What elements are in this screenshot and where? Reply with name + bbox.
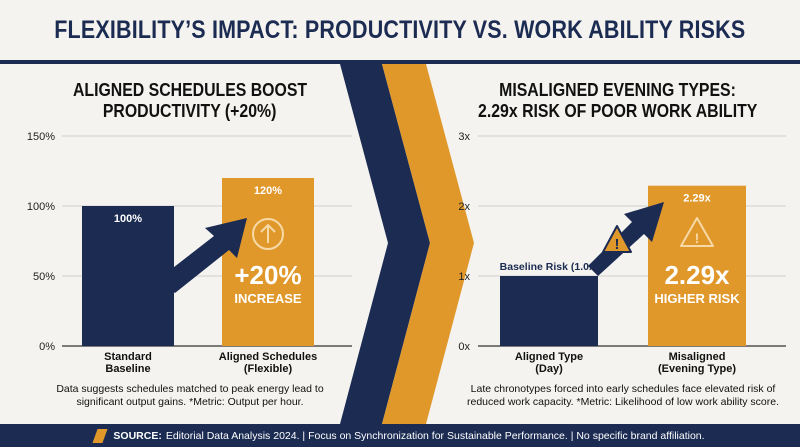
footer: SOURCE: Editorial Data Analysis 2024. | … [0,424,800,447]
work-ability-chart: 0x 1x 2x 3x Aligned Type(Day) 2.29x Misaligned… [458,131,786,375]
right-y-tick-label: 0x [458,341,470,353]
baseline-risk-label: Baseline Risk (1.0x) [500,261,599,273]
right-bar-value-label: 2.29x [683,193,711,205]
left-category-label: Standard [104,351,152,363]
footer-text: Editorial Data Analysis 2024. | Focus on… [165,429,705,442]
left-y-tick-label: 0% [39,341,55,353]
right-y-tick-label: 2x [458,201,470,213]
left-panel-title: ALIGNED SCHEDULES BOOST PRODUCTIVITY (+20… [72,80,308,121]
left-callout-value: +20% [234,260,301,290]
right-category-label: (Day) [535,363,563,375]
right-category-label: Misaligned [669,351,726,363]
arrow-up-circle-icon-glyph [260,223,276,243]
left-y-tick-label: 50% [33,271,55,283]
left-y-tick-label: 150% [27,131,55,143]
warning-small-icon [602,225,632,253]
right-panel-title: MISALIGNED EVENING TYPES: 2.29x RISK OF P… [478,80,758,121]
left-callout-label: INCREASE [234,291,302,306]
right-y-tick-label: 3x [458,131,470,143]
title-rule [0,60,800,64]
left-panel-note: Data suggests schedules matched to peak … [56,383,324,408]
right-callout-label: HIGHER RISK [654,291,740,306]
left-bar-value-label: 100% [114,213,142,225]
warning-small-icon-mark: ! [615,236,620,253]
right-y-tick-label: 1x [458,271,470,283]
divider-orange-chevron [382,64,474,424]
right-callout-value: 2.29x [664,260,730,290]
right-trend-arrow [588,202,664,276]
right-bar-1 [500,276,598,346]
right-bar-2 [648,185,746,346]
right-category-label: (Evening Type) [658,363,736,375]
left-y-tick-label: 100% [27,201,55,213]
slash-logo-icon [92,428,108,443]
warning-triangle-icon [680,217,714,247]
left-category-label: (Flexible) [244,363,293,375]
right-panel-note: Late chronotypes forced into early sched… [466,383,780,408]
page-title: FLEXIBILITY’S IMPACT: PRODUCTIVITY VS. W… [54,15,746,44]
divider-navy-chevron [340,64,430,424]
left-category-label: Baseline [105,363,150,375]
left-bar-1 [82,206,174,346]
footer-source-label: SOURCE: [113,429,162,442]
arrow-up-circle-icon [252,218,284,250]
left-trend-arrow [160,218,247,293]
left-bar-value-label: 120% [254,185,282,197]
left-category-label: Aligned Schedules [219,351,317,363]
right-category-label: Aligned Type [515,351,583,363]
left-bar-2 [222,178,314,346]
warning-triangle-icon-mark: ! [695,230,700,246]
